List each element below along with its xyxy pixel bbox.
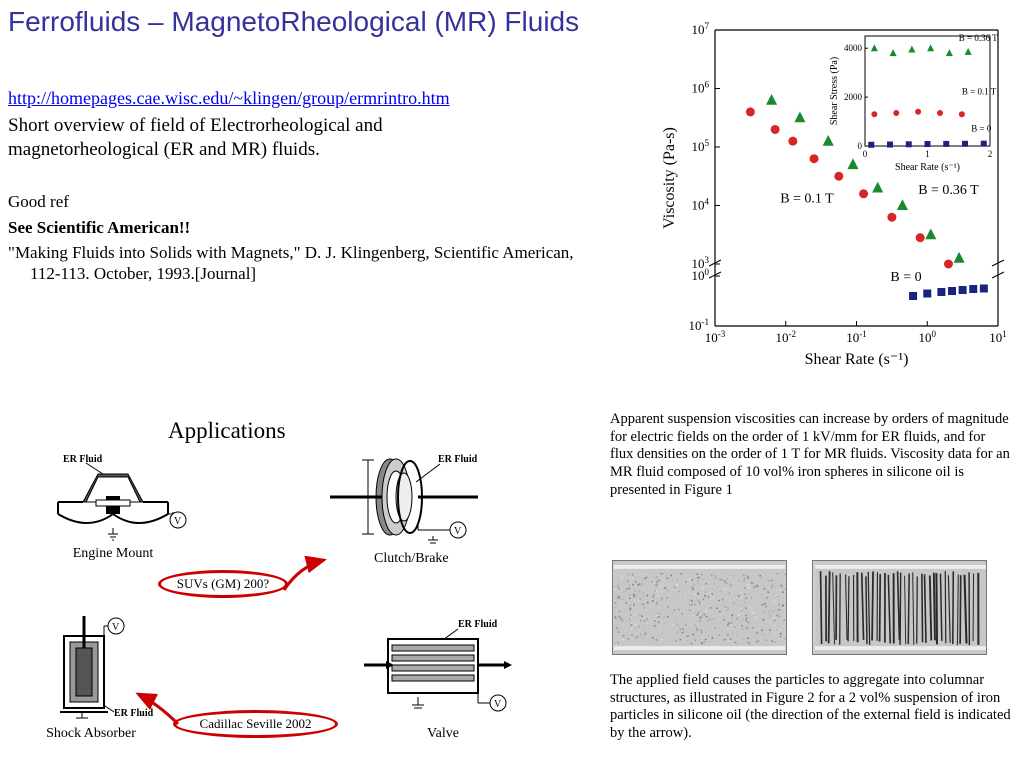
callout-cadillac: Cadillac Seville 2002 bbox=[173, 710, 338, 738]
valve-label: Valve bbox=[358, 726, 528, 742]
svg-text:Shear Rate (s⁻¹): Shear Rate (s⁻¹) bbox=[895, 162, 960, 173]
svg-text:B = 0.36 T: B = 0.36 T bbox=[918, 183, 979, 198]
svg-text:1: 1 bbox=[925, 149, 930, 159]
arrow-icon bbox=[134, 690, 184, 730]
svg-text:10-1: 10-1 bbox=[846, 329, 867, 345]
svg-text:V: V bbox=[454, 526, 462, 537]
svg-text:104: 104 bbox=[692, 197, 710, 213]
citation-text: "Making Fluids into Solids with Magnets,… bbox=[8, 242, 588, 285]
svg-text:B = 0.36 T: B = 0.36 T bbox=[959, 33, 998, 43]
svg-text:B = 0.1 T: B = 0.1 T bbox=[962, 87, 997, 97]
engine-mount-label: Engine Mount bbox=[28, 546, 198, 562]
svg-text:V: V bbox=[112, 622, 120, 633]
arrow-icon bbox=[280, 556, 330, 596]
svg-text:107: 107 bbox=[692, 21, 710, 37]
svg-text:Viscosity (Pa-s): Viscosity (Pa-s) bbox=[661, 127, 678, 229]
svg-text:Shear Rate (s⁻¹): Shear Rate (s⁻¹) bbox=[805, 351, 909, 368]
applications-diagram: ER Fluid V Engine Mount ER Fluid bbox=[18, 452, 538, 752]
svg-text:2: 2 bbox=[988, 149, 993, 159]
svg-text:B = 0: B = 0 bbox=[971, 123, 992, 133]
svg-text:105: 105 bbox=[692, 138, 710, 154]
svg-text:ER Fluid: ER Fluid bbox=[458, 619, 498, 630]
svg-text:ER Fluid: ER Fluid bbox=[63, 454, 103, 465]
engine-mount-icon: ER Fluid V bbox=[28, 452, 198, 542]
scientific-american-label: See Scientific American!! bbox=[8, 218, 190, 238]
svg-text:101: 101 bbox=[989, 329, 1007, 345]
page-title: Ferrofluids – MagnetoRheological (MR) Fl… bbox=[8, 6, 579, 38]
svg-text:B = 0.1 T: B = 0.1 T bbox=[780, 192, 834, 207]
applications-title: Applications bbox=[168, 418, 286, 444]
svg-text:0: 0 bbox=[863, 149, 868, 159]
svg-text:10-2: 10-2 bbox=[776, 329, 797, 345]
figure1-caption: Apparent suspension viscosities can incr… bbox=[610, 411, 1010, 499]
viscosity-chart: 10-310-210-110010110-1100103104105106107… bbox=[660, 18, 1010, 378]
figure2-caption: The applied field causes the particles t… bbox=[610, 672, 1015, 743]
overview-text: Short overview of field of Electrorheolo… bbox=[8, 114, 468, 162]
svg-text:Shear Stress (Pa): Shear Stress (Pa) bbox=[829, 57, 840, 125]
svg-text:106: 106 bbox=[692, 80, 710, 96]
valve-icon: ER Fluid V bbox=[358, 617, 528, 722]
svg-text:B = 0: B = 0 bbox=[890, 270, 921, 285]
svg-text:V: V bbox=[494, 699, 502, 710]
clutch-brake-label: Clutch/Brake bbox=[318, 551, 498, 567]
reference-url[interactable]: http://homepages.cae.wisc.edu/~klingen/g… bbox=[8, 88, 450, 109]
good-ref-label: Good ref bbox=[8, 192, 69, 212]
callout-suv: SUVs (GM) 200? bbox=[158, 570, 288, 598]
svg-text:V: V bbox=[174, 516, 182, 527]
svg-text:0: 0 bbox=[858, 141, 863, 151]
micrograph-dispersed bbox=[612, 560, 787, 655]
svg-text:10-3: 10-3 bbox=[705, 329, 726, 345]
svg-text:100: 100 bbox=[919, 329, 937, 345]
svg-text:2000: 2000 bbox=[844, 92, 863, 102]
micrograph-columnar: H bbox=[812, 560, 987, 655]
svg-text:ER Fluid: ER Fluid bbox=[438, 454, 478, 465]
svg-text:4000: 4000 bbox=[844, 43, 863, 53]
clutch-brake-icon: ER Fluid V bbox=[318, 452, 498, 547]
